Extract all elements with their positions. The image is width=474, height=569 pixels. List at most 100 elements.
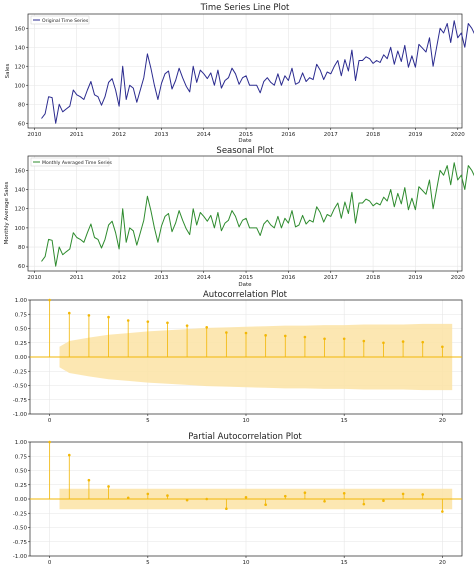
x-tick-label: 2012 <box>112 132 126 138</box>
x-tick-label: 2016 <box>281 132 295 138</box>
x-tick-label: 2016 <box>281 275 295 281</box>
y-tick-label: 60 <box>18 264 25 270</box>
chart-title: Autocorrelation Plot <box>203 290 288 300</box>
x-axis-label: Date <box>238 282 252 288</box>
y-tick-label: -0.75 <box>13 398 28 404</box>
x-tick-label: 15 <box>341 418 348 424</box>
stem-marker <box>146 320 150 323</box>
stem-marker <box>225 331 228 334</box>
x-tick-label: 2020 <box>451 132 465 138</box>
stem-marker <box>342 337 346 341</box>
y-tick-label: 1.00 <box>15 298 28 304</box>
stem-marker <box>146 492 150 496</box>
legend: Monthly Averaged Time Series <box>30 157 113 167</box>
x-tick-label: 10 <box>243 560 250 566</box>
y-tick-label: 0.00 <box>15 497 28 503</box>
y-tick-label: 80 <box>18 245 25 251</box>
stem-marker <box>303 335 307 339</box>
x-tick-label: 20 <box>439 418 446 424</box>
stem-marker <box>225 507 228 510</box>
x-tick-label: 2018 <box>366 275 380 281</box>
stem-marker <box>205 497 209 501</box>
stem-marker <box>421 493 425 496</box>
stem-marker <box>185 498 189 502</box>
stem-marker <box>382 499 385 503</box>
y-tick-label: 100 <box>15 83 26 89</box>
x-tick-label: 2019 <box>408 275 422 281</box>
stem-marker <box>126 319 130 322</box>
stem-marker <box>264 503 267 507</box>
x-tick-label: 2017 <box>324 132 338 138</box>
stem-marker <box>107 485 110 488</box>
y-tick-label: 0.50 <box>15 469 28 475</box>
x-tick-label: 0 <box>48 560 52 566</box>
series-line <box>41 162 474 267</box>
stem-marker <box>264 334 267 337</box>
x-tick-label: 2013 <box>154 132 168 138</box>
x-tick-label: 2014 <box>197 275 211 281</box>
chart-title: Time Series Line Plot <box>200 3 290 13</box>
y-tick-label: -0.75 <box>13 540 28 546</box>
seasonal-plot: Seasonal Plot 2010 2011 2012 2013 2014 2015 20… <box>4 146 474 288</box>
y-tick-label: 0.00 <box>15 355 28 361</box>
stem-marker <box>323 337 326 341</box>
stem-marker <box>401 492 405 496</box>
stem-marker <box>48 298 51 302</box>
x-tick-label: 2019 <box>408 132 422 138</box>
x-tick-label: 20 <box>439 560 446 566</box>
stem-marker <box>244 495 248 499</box>
y-tick-label: 60 <box>18 121 25 127</box>
stem-marker <box>441 510 444 513</box>
plot-frame <box>27 155 463 272</box>
stem-marker <box>342 492 346 495</box>
legend-box <box>30 15 90 25</box>
y-tick-label: 0.75 <box>15 312 28 318</box>
x-tick-label: 0 <box>48 418 52 424</box>
stem-marker <box>362 339 366 343</box>
stem-marker <box>185 324 189 327</box>
y-axis-label: Monthly Average Sales <box>4 181 10 244</box>
y-axis-label: Sales <box>5 64 11 79</box>
stem-marker <box>303 491 307 495</box>
y-tick-label: 140 <box>15 45 26 51</box>
y-tick-label: 0.75 <box>15 454 28 460</box>
x-tick-label: 2014 <box>197 132 211 138</box>
x-tick-label: 5 <box>146 418 150 424</box>
y-tick-label: -1.00 <box>13 412 28 418</box>
x-tick-label: 5 <box>146 560 150 566</box>
y-tick-label: 160 <box>15 168 26 174</box>
y-tick-label: 0.50 <box>15 327 28 333</box>
chart-title: Seasonal Plot <box>216 146 274 156</box>
series-line <box>41 20 474 124</box>
stem-marker <box>67 453 71 457</box>
y-tick-label: -1.00 <box>13 554 28 560</box>
x-tick-label: 2017 <box>324 275 338 281</box>
stem-marker <box>166 494 169 497</box>
stem-marker <box>48 440 51 444</box>
y-tick-label: 0.25 <box>15 483 28 489</box>
stem-marker <box>67 311 71 315</box>
y-tick-label: 0.25 <box>15 341 28 347</box>
stem-marker <box>401 340 405 343</box>
x-tick-label: 15 <box>341 560 348 566</box>
stem-marker <box>382 341 385 345</box>
stem-marker <box>283 494 287 498</box>
stem-marker <box>323 499 326 503</box>
y-tick-label: -0.50 <box>13 384 28 390</box>
partial-autocorrelation-plot: Partial Autocorrelation Plot 0 5 10 15 20 -1.… <box>13 432 463 566</box>
y-tick-label: -0.25 <box>13 369 28 375</box>
x-tick-label: 2020 <box>451 275 465 281</box>
x-tick-label: 2010 <box>27 275 41 281</box>
y-tick-label: 140 <box>15 188 26 194</box>
y-tick-label: 100 <box>15 226 26 232</box>
stem-marker <box>107 315 110 319</box>
y-tick-label: 1.00 <box>15 440 28 446</box>
y-tick-label: -0.25 <box>13 511 28 517</box>
y-tick-label: 120 <box>15 64 26 70</box>
y-tick-label: 80 <box>18 102 25 108</box>
x-tick-label: 2015 <box>239 275 253 281</box>
legend-box <box>30 157 110 167</box>
x-tick-label: 2011 <box>70 275 84 281</box>
stem-marker <box>283 334 287 338</box>
